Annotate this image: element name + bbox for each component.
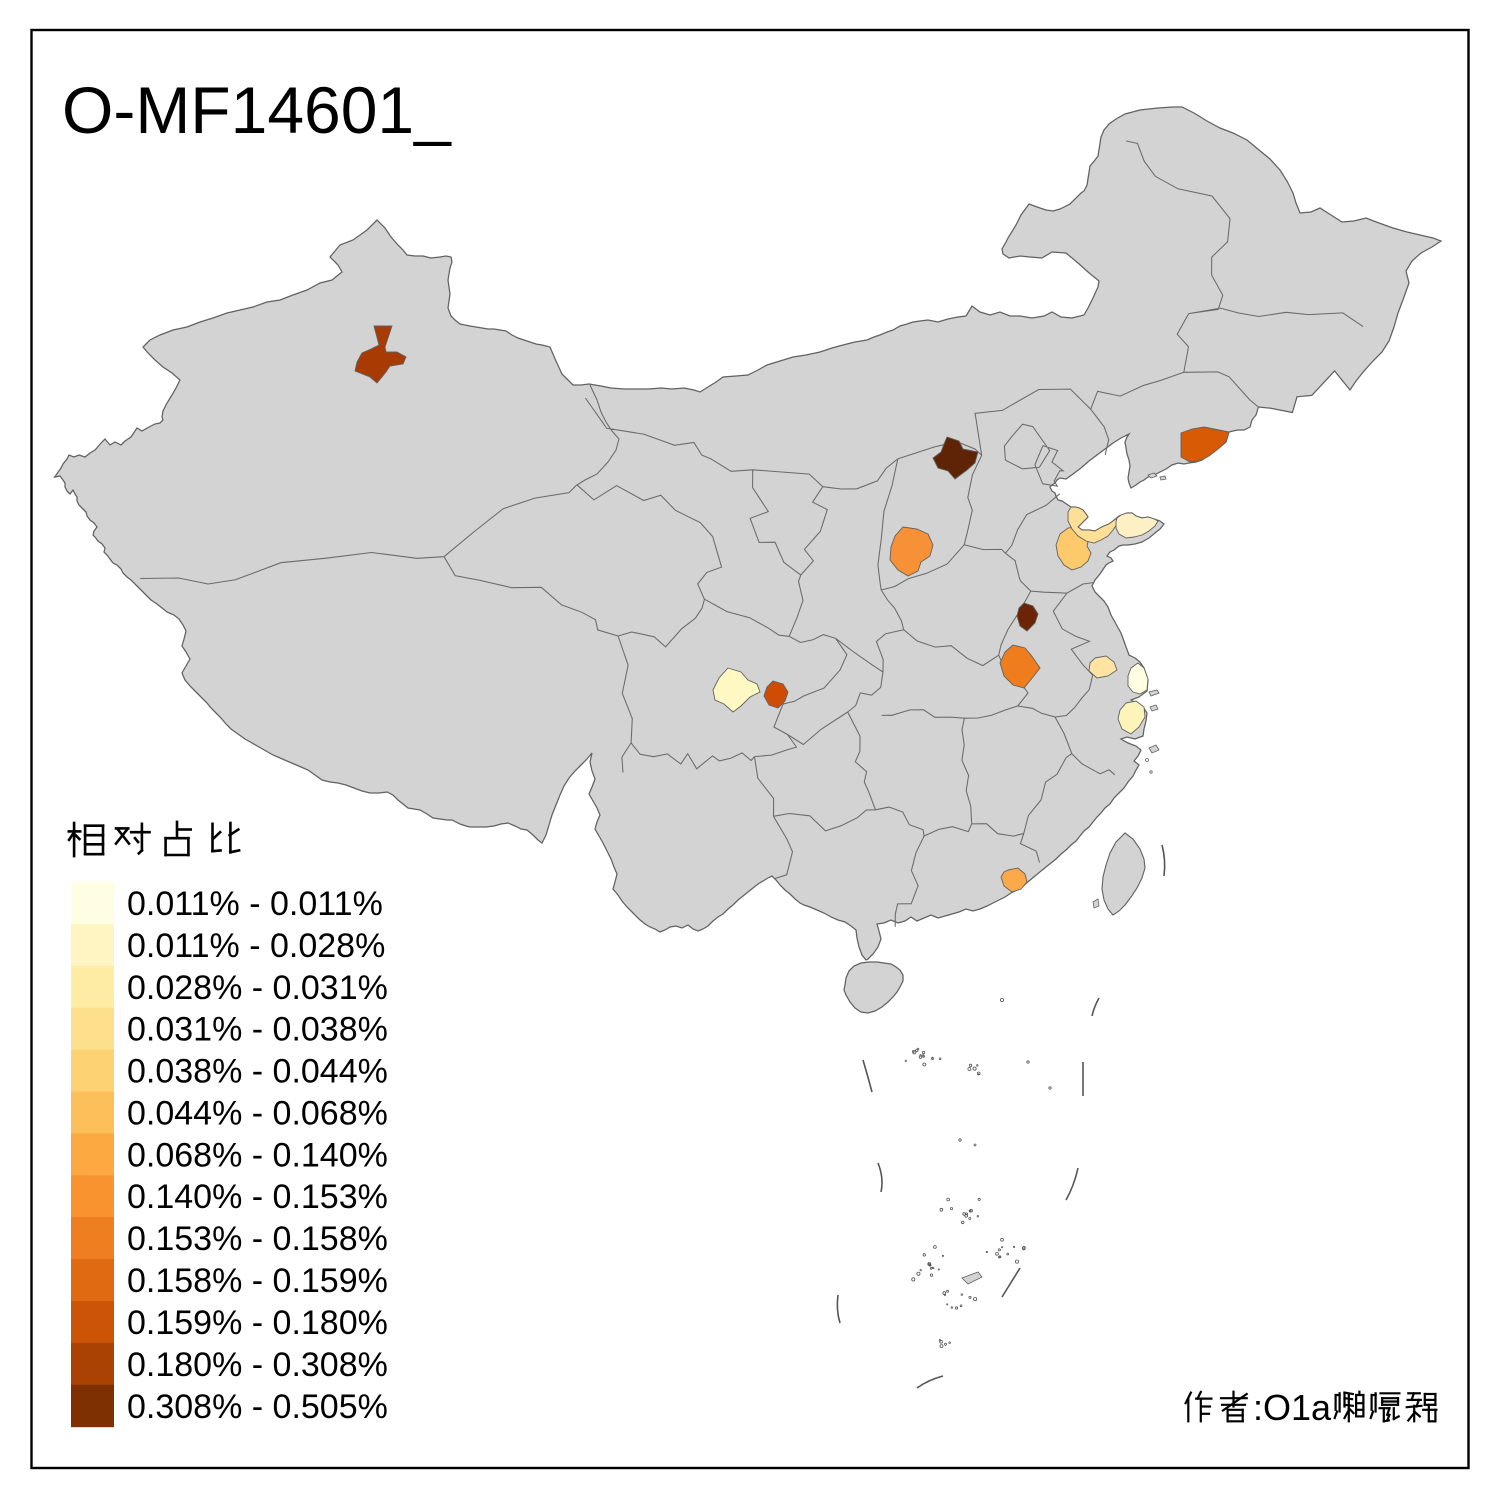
svg-text:0.011% - 0.028%: 0.011% - 0.028% (127, 927, 385, 965)
svg-text:0.038% - 0.044%: 0.038% - 0.044% (127, 1053, 388, 1091)
svg-text:O-MF14601_: O-MF14601_ (62, 73, 452, 147)
svg-text:0.153% - 0.158%: 0.153% - 0.158% (127, 1220, 388, 1258)
svg-text:0.011% - 0.011%: 0.011% - 0.011% (127, 885, 383, 923)
svg-text::O1a: :O1a (1253, 1387, 1332, 1428)
svg-text:0.044% - 0.068%: 0.044% - 0.068% (127, 1095, 388, 1133)
svg-text:0.068% - 0.140%: 0.068% - 0.140% (127, 1136, 388, 1174)
svg-text:0.158% - 0.159%: 0.158% - 0.159% (127, 1262, 388, 1300)
svg-text:0.028% - 0.031%: 0.028% - 0.031% (127, 969, 388, 1007)
svg-text:0.180% - 0.308%: 0.180% - 0.308% (127, 1346, 388, 1384)
svg-text:0.308% - 0.505%: 0.308% - 0.505% (127, 1388, 388, 1426)
svg-text:0.159% - 0.180%: 0.159% - 0.180% (127, 1304, 388, 1342)
svg-text:0.140% - 0.153%: 0.140% - 0.153% (127, 1178, 388, 1216)
svg-text:0.031% - 0.038%: 0.031% - 0.038% (127, 1011, 388, 1049)
